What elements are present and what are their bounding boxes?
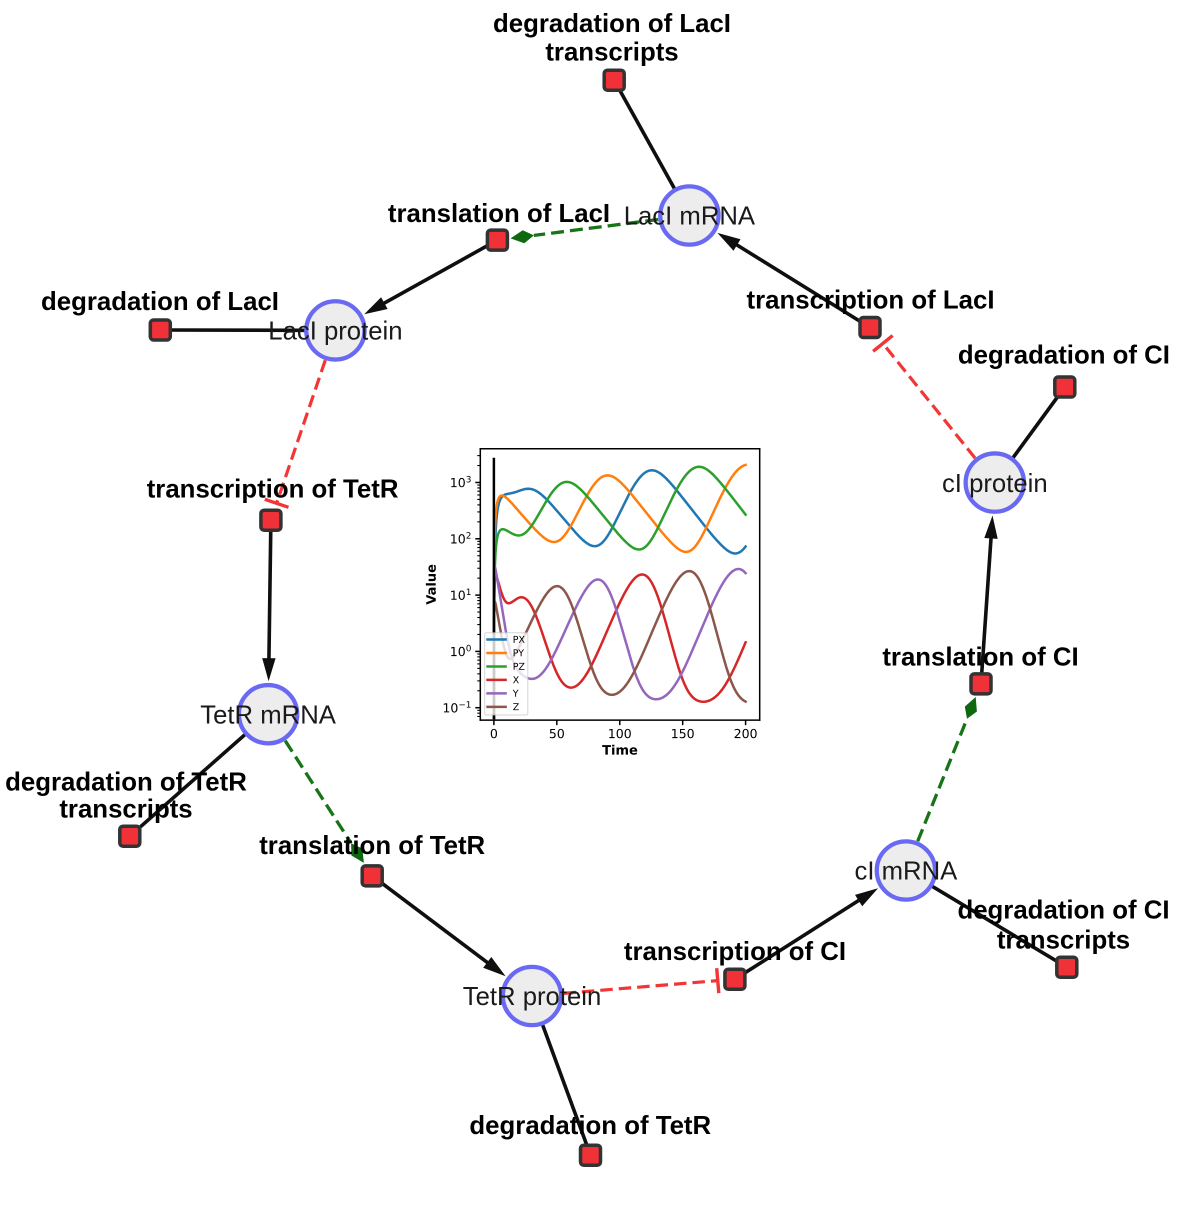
svg-text:degradation of CI: degradation of CI bbox=[958, 342, 1170, 370]
svg-text:transcripts: transcripts bbox=[59, 796, 192, 824]
svg-text:cI protein: cI protein bbox=[942, 470, 1048, 498]
svg-text:degradation of CI: degradation of CI bbox=[957, 896, 1169, 924]
svg-text:LacI mRNA: LacI mRNA bbox=[624, 203, 756, 231]
svg-text:degradation of LacI: degradation of LacI bbox=[493, 10, 731, 38]
svg-text:LacI protein: LacI protein bbox=[268, 318, 402, 346]
svg-text:degradation of TetR: degradation of TetR bbox=[469, 1112, 711, 1140]
svg-text:translation of CI: translation of CI bbox=[882, 643, 1078, 671]
svg-text:degradation of TetR: degradation of TetR bbox=[5, 768, 247, 796]
svg-text:cI mRNA: cI mRNA bbox=[855, 858, 959, 886]
svg-text:transcription of CI: transcription of CI bbox=[624, 938, 846, 966]
svg-text:transcripts: transcripts bbox=[545, 39, 678, 67]
svg-text:translation of TetR: translation of TetR bbox=[259, 832, 485, 860]
svg-text:transcription of TetR: transcription of TetR bbox=[147, 476, 399, 504]
svg-text:degradation of LacI: degradation of LacI bbox=[41, 288, 279, 316]
svg-text:TetR mRNA: TetR mRNA bbox=[200, 701, 336, 729]
svg-text:TetR protein: TetR protein bbox=[463, 983, 602, 1011]
svg-text:transcription of LacI: transcription of LacI bbox=[747, 287, 995, 315]
svg-text:transcripts: transcripts bbox=[997, 926, 1130, 954]
svg-text:translation of LacI: translation of LacI bbox=[388, 200, 610, 228]
